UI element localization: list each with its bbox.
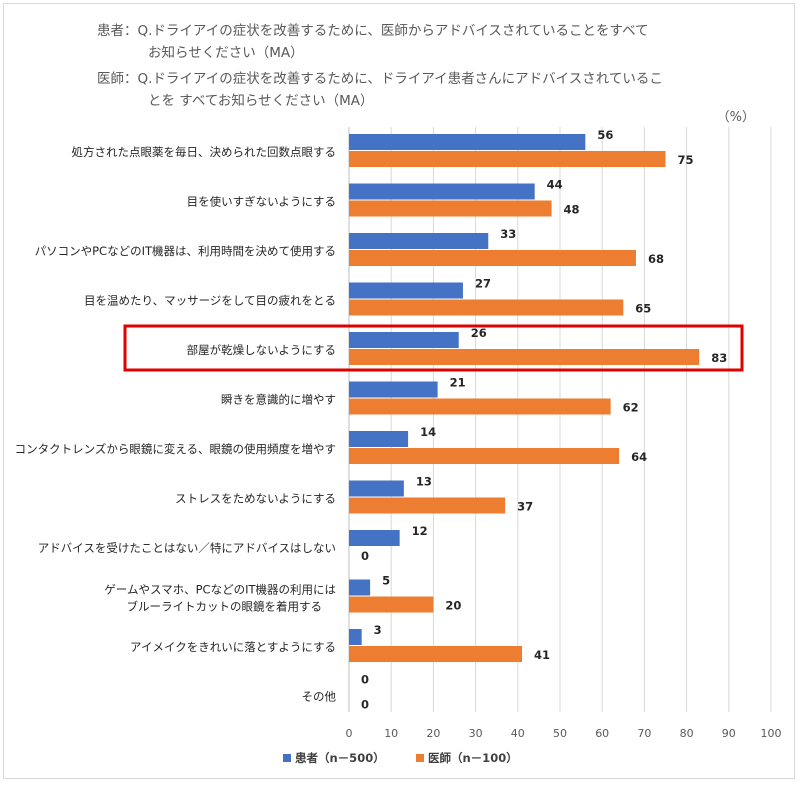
data-label-doctor: 65 [635,302,651,316]
category-label: ストレスをためないようにする [175,491,336,505]
x-axis: 0 10 20 30 40 50 60 70 80 90 100 [346,727,782,740]
bar-patient [349,530,400,546]
data-label-doctor: 62 [623,401,639,415]
bar-patient [349,134,586,150]
category-label: アドバイスを受けたことはない／特にアドバイスはしない [38,541,336,555]
category-label: 目を温めたり、マッサージをして目の疲れをとる [84,293,336,307]
bar-doctor [349,398,611,415]
data-label-doctor: 0 [361,549,369,563]
category-label: 瞬きを意識的に増やす [221,392,336,406]
data-label-patient: 12 [412,524,428,538]
category-label: ブルーライトカットの眼鏡を着用する [127,599,323,613]
x-tick-label: 100 [761,727,782,740]
patient-question-line2: お知らせください（MA） [148,45,304,61]
category-label: 部屋が乾燥しないようにする [187,343,336,357]
bar-doctor [349,497,506,514]
x-tick-label: 10 [384,727,398,740]
category-label: その他 [302,689,337,703]
data-label-patient: 3 [374,623,382,637]
bar-doctor [349,448,620,464]
bar-doctor [349,646,523,662]
highlight-box [123,324,744,372]
x-tick-label: 40 [511,727,525,740]
x-tick-label: 0 [346,727,353,740]
bar-doctor [349,200,552,217]
data-label-patient: 33 [500,227,516,241]
unit-label: （%） [717,110,755,125]
x-tick-label: 20 [426,727,440,740]
x-tick-label: 70 [637,727,651,740]
data-label-patient: 44 [547,178,563,192]
data-label-patient: 21 [450,376,466,390]
gridlines [348,127,772,712]
bar-doctor [349,349,700,365]
category-label: アイメイクをきれいに落とすようにする [130,640,336,654]
bars: 5675444833682765268321621464133712052034… [349,128,727,712]
bar-doctor [349,596,434,613]
bar-patient [349,629,362,645]
category-label: ゲームやスマホ、PCなどのIT機器の利用には [104,582,336,596]
category-label: 処方された点眼薬を毎日、決められた回数点眼する [72,145,337,159]
data-label-doctor: 83 [711,351,727,365]
category-label: 目を使いすぎないようにする [187,194,336,208]
category-label: コンタクトレンズから眼鏡に変える、眼鏡の使用頻度を増やす [15,442,336,456]
doctor-question-line2: とを すべてお知らせください（MA） [148,93,374,109]
data-label-doctor: 0 [361,698,369,712]
bar-doctor [349,151,666,167]
data-label-patient: 14 [420,425,436,439]
x-tick-label: 80 [680,727,694,740]
patient-question-line1: 患者：Q.ドライアイの症状を改善するために、医師からアドバイスされていることをす… [97,23,649,39]
data-label-patient: 26 [471,326,487,340]
data-label-patient: 5 [382,574,390,588]
bar-patient [349,233,489,249]
bar-patient [349,282,463,299]
data-label-doctor: 41 [534,648,550,662]
bar-patient [349,431,409,447]
legend: 患者（n－500） 医師（n－100） [283,751,518,765]
legend-swatch [416,754,424,762]
data-label-doctor: 37 [517,500,533,514]
data-label-doctor: 20 [445,599,461,613]
bar-patient [349,332,459,348]
data-label-doctor: 68 [648,252,664,266]
highlight-rect [123,324,744,372]
category-labels: 処方された点眼薬を毎日、決められた回数点眼する目を使いすぎないようにするパソコン… [15,145,337,704]
data-label-doctor: 75 [678,153,694,167]
bar-patient [349,579,371,596]
x-tick-label: 50 [553,727,567,740]
data-label-patient: 0 [361,673,369,687]
doctor-question-line1: 医師：Q.ドライアイの症状を改善するために、ドライアイ患者さんにアドバイスされて… [97,71,663,87]
bar-patient [349,480,404,497]
data-label-doctor: 64 [631,450,647,464]
bar-doctor [349,250,636,266]
category-label: パソコンやPCなどのIT機器は、利用時間を決めて使用する [35,244,336,258]
x-tick-label: 60 [595,727,609,740]
bar-patient [349,183,535,200]
data-label-patient: 56 [597,128,613,142]
bar-doctor [349,299,624,316]
x-tick-label: 30 [469,727,483,740]
bar-patient [349,381,438,398]
data-label-doctor: 48 [564,203,580,217]
x-tick-label: 90 [722,727,736,740]
legend-swatch [283,754,291,762]
data-label-patient: 27 [475,277,491,291]
legend-label: 患者（n－500） [295,751,385,765]
data-label-patient: 13 [416,475,432,489]
legend-label: 医師（n－100） [428,751,518,765]
